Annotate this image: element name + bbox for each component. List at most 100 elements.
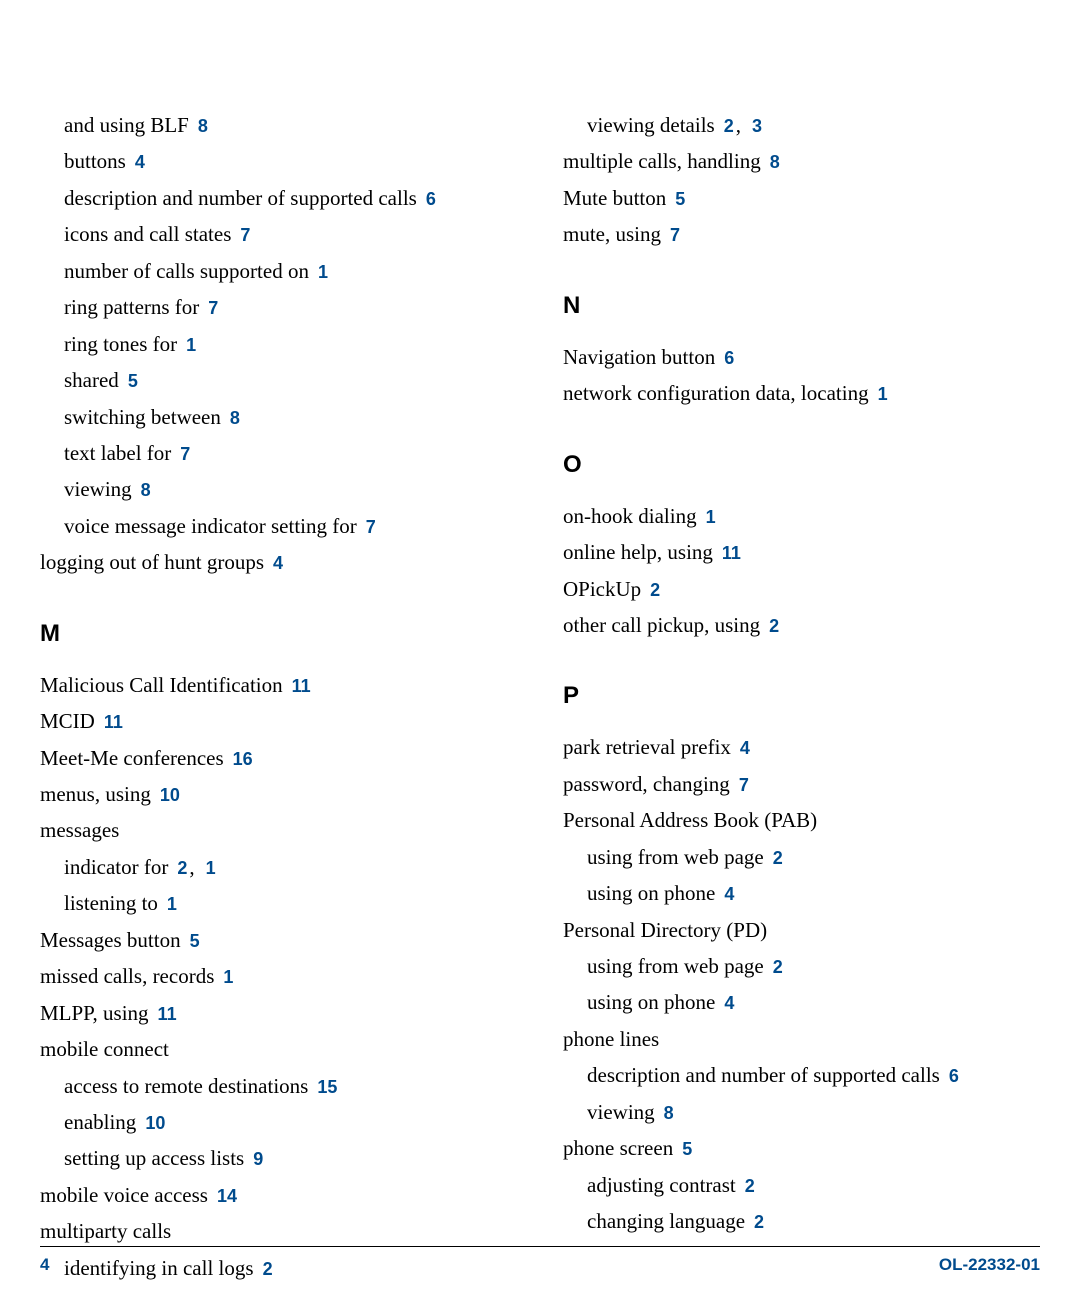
page-ref-link[interactable]: 2 — [764, 616, 779, 636]
index-entry: changing language 2 — [563, 1206, 1040, 1236]
page-ref-link[interactable]: 14 — [212, 1186, 237, 1206]
page-ref-link[interactable]: 1 — [201, 858, 216, 878]
index-entry: park retrieval prefix 4 — [563, 732, 1040, 762]
index-entry-text: description and number of supported call… — [587, 1063, 940, 1087]
index-entry-text: ring patterns for — [64, 295, 199, 319]
page-ref-link[interactable]: 2 — [768, 957, 783, 977]
page-ref-link[interactable]: 4 — [130, 152, 145, 172]
page-ref-link[interactable]: 8 — [225, 408, 240, 428]
page-ref-link[interactable]: 7 — [203, 298, 218, 318]
index-entry-text: using from web page — [587, 954, 764, 978]
page-ref-link[interactable]: 1 — [218, 967, 233, 987]
index-entry: indicator for 2, 1 — [40, 852, 517, 882]
page-ref-link[interactable]: 2 — [740, 1176, 755, 1196]
page-ref-link[interactable]: 7 — [665, 225, 680, 245]
index-entry: on-hook dialing 1 — [563, 501, 1040, 531]
index-entry-text: Personal Directory (PD) — [563, 918, 767, 942]
page-ref-link[interactable]: 11 — [153, 1004, 177, 1024]
section-heading-m: M — [40, 620, 517, 648]
index-entry-text: menus, using — [40, 782, 151, 806]
index-entry: password, changing 7 — [563, 769, 1040, 799]
index-entry: multiparty calls — [40, 1216, 517, 1246]
page-ref-link[interactable]: 5 — [185, 931, 200, 951]
page-ref-link[interactable]: 1 — [313, 262, 328, 282]
page-ref-link[interactable]: 2 — [719, 116, 734, 136]
page-ref-link[interactable]: 6 — [421, 189, 436, 209]
page-ref-link[interactable]: 1 — [181, 335, 196, 355]
page-ref-link[interactable]: 6 — [719, 348, 734, 368]
index-entry-text: phone lines — [563, 1027, 659, 1051]
index-entry-text: access to remote destinations — [64, 1074, 308, 1098]
page-ref-link[interactable]: 7 — [235, 225, 250, 245]
index-entry: Malicious Call Identification 11 — [40, 670, 517, 700]
section-heading-n: N — [563, 292, 1040, 320]
index-entry-text: mobile voice access — [40, 1183, 208, 1207]
index-entry: phone lines — [563, 1024, 1040, 1054]
index-entry-text: online help, using — [563, 540, 713, 564]
index-entry: ring tones for 1 — [40, 329, 517, 359]
index-entry-text: icons and call states — [64, 222, 231, 246]
page-ref-link[interactable]: 1 — [701, 507, 716, 527]
page-ref-link[interactable]: 2 — [768, 848, 783, 868]
index-entry: buttons 4 — [40, 146, 517, 176]
index-entry: and using BLF 8 — [40, 110, 517, 140]
index-entry: voice message indicator setting for 7 — [40, 511, 517, 541]
page-ref-link[interactable]: 4 — [719, 993, 734, 1013]
page-ref-link[interactable]: 4 — [268, 553, 283, 573]
page-ref-link[interactable]: 11 — [99, 712, 123, 732]
index-entry-text: viewing — [64, 477, 132, 501]
page-ref-link[interactable]: 4 — [719, 884, 734, 904]
page-ref-link[interactable]: 8 — [193, 116, 208, 136]
page-ref-link[interactable]: 10 — [140, 1113, 165, 1133]
index-entry-text: setting up access lists — [64, 1146, 244, 1170]
index-entry: using on phone 4 — [563, 987, 1040, 1017]
page-ref-link[interactable]: 1 — [162, 894, 177, 914]
index-entry: online help, using 11 — [563, 537, 1040, 567]
index-entry: Mute button 5 — [563, 183, 1040, 213]
index-entry: enabling 10 — [40, 1107, 517, 1137]
index-entry: number of calls supported on 1 — [40, 256, 517, 286]
index-entry-text: multiple calls, handling — [563, 149, 761, 173]
index-entry-text: switching between — [64, 405, 221, 429]
page-ref-link[interactable]: 8 — [136, 480, 151, 500]
page-ref-link[interactable]: 2 — [172, 858, 187, 878]
page-ref-link[interactable]: 5 — [677, 1139, 692, 1159]
index-entry: phone screen 5 — [563, 1133, 1040, 1163]
page-ref-link[interactable]: 9 — [248, 1149, 263, 1169]
page-ref-link[interactable]: 5 — [123, 371, 138, 391]
page-ref-link[interactable]: 4 — [735, 738, 750, 758]
page-ref-link[interactable]: 2 — [645, 580, 660, 600]
right-o-block: on-hook dialing 1 online help, using 11 OP… — [563, 501, 1040, 641]
page-footer: 4 OL-22332-01 — [40, 1246, 1040, 1275]
index-entry-text: mute, using — [563, 222, 661, 246]
page-ref-link[interactable]: 11 — [717, 543, 741, 563]
left-m-block: Malicious Call Identification 11MCID 11M… — [40, 670, 517, 1283]
page-ref-link[interactable]: 5 — [670, 189, 685, 209]
page-ref-link[interactable]: 7 — [361, 517, 376, 537]
index-entry: ring patterns for 7 — [40, 292, 517, 322]
index-entry: Personal Address Book (PAB) — [563, 805, 1040, 835]
page-ref-link[interactable]: 11 — [287, 676, 311, 696]
page-ref-link[interactable]: 16 — [228, 749, 253, 769]
page-ref-link[interactable]: 7 — [734, 775, 749, 795]
page-ref-link[interactable]: 1 — [873, 384, 888, 404]
index-entry-text: and using BLF — [64, 113, 189, 137]
page-ref-link[interactable]: 2 — [749, 1212, 764, 1232]
index-entry-text: changing language — [587, 1209, 745, 1233]
page-separator: , — [189, 855, 194, 879]
page-ref-link[interactable]: 8 — [659, 1103, 674, 1123]
page-separator: , — [736, 113, 741, 137]
index-entry: switching between 8 — [40, 402, 517, 432]
index-entry-text: messages — [40, 818, 119, 842]
index-entry-text: Personal Address Book (PAB) — [563, 808, 817, 832]
index-entry: Messages button 5 — [40, 925, 517, 955]
page-ref-link[interactable]: 8 — [765, 152, 780, 172]
page-ref-link[interactable]: 10 — [155, 785, 180, 805]
page-ref-link[interactable]: 7 — [175, 444, 190, 464]
page-ref-link[interactable]: 3 — [747, 116, 762, 136]
page-ref-link[interactable]: 15 — [312, 1077, 337, 1097]
page-ref-link[interactable]: 6 — [944, 1066, 959, 1086]
index-entry-text: network configuration data, locating — [563, 381, 869, 405]
index-entry: OPickUp 2 — [563, 574, 1040, 604]
right-p-block: park retrieval prefix 4 password, changin… — [563, 732, 1040, 1236]
